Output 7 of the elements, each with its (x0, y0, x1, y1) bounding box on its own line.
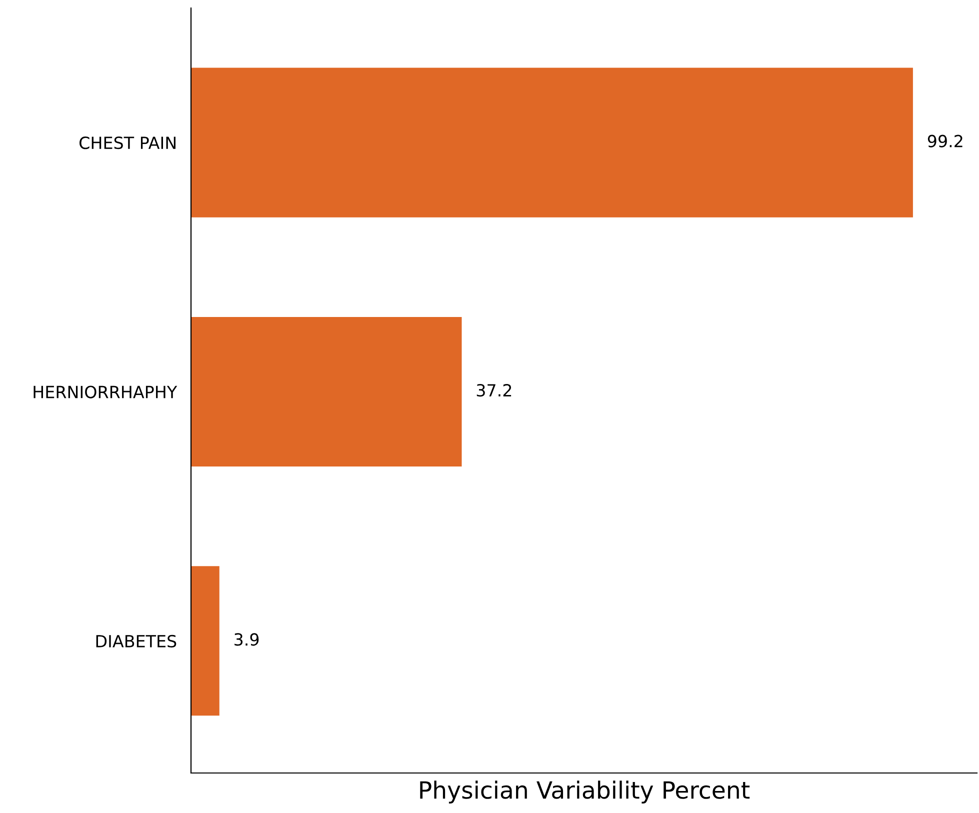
data-label: 37.2 (476, 384, 512, 397)
y-tick-label: CHEST PAIN (80, 136, 176, 150)
data-label: 99.2 (928, 134, 962, 148)
x-axis-title: Physician Variability Percent (420, 780, 750, 804)
data-label: 3.9 (234, 633, 259, 646)
y-tick-label: HERNIORRHAPHY (34, 386, 178, 398)
y-tick-label: DIABETES (96, 634, 176, 648)
